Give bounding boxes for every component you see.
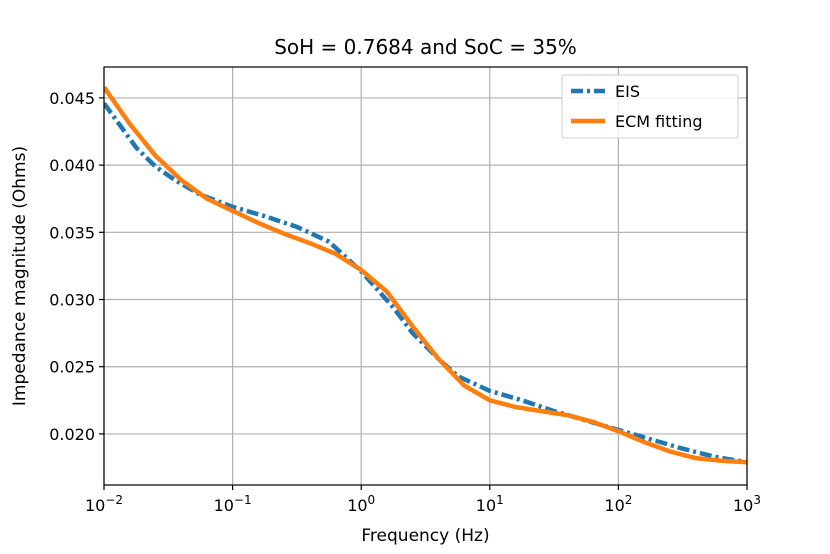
x-tick-base: 10 <box>733 496 753 515</box>
y-tick-label: 0.040 <box>49 156 95 175</box>
x-tick-exponent: 1 <box>496 493 504 507</box>
plot-frame <box>103 66 748 486</box>
x-tick-base: 10 <box>214 496 234 515</box>
y-tick-label: 0.045 <box>49 89 95 108</box>
y-axis-label: Impedance magnitude (Ohms) <box>10 146 30 406</box>
x-tick-base: 10 <box>85 496 105 515</box>
legend: EIS ECM fitting <box>561 74 739 139</box>
tick-layer: 10−2 10−1 100 101 102 1030.0200.0250.0300.035… <box>49 89 761 515</box>
x-tick-base: 10 <box>347 496 367 515</box>
series-layer <box>104 85 747 465</box>
x-tick-label: 101 <box>476 493 504 515</box>
x-tick-label: 103 <box>733 493 761 515</box>
x-tick-exponent: 2 <box>625 493 633 507</box>
x-tick-label: 102 <box>604 493 632 515</box>
x-tick-label: 100 <box>347 493 375 515</box>
x-tick-exponent: 3 <box>753 493 761 507</box>
x-tick-label: 10−1 <box>214 493 252 515</box>
y-tick-label: 0.020 <box>49 425 95 444</box>
y-tick-label: 0.035 <box>49 223 95 242</box>
y-tick-label: 0.025 <box>49 358 95 377</box>
x-tick-base: 10 <box>604 496 624 515</box>
chart-title: SoH = 0.7684 and SoC = 35% <box>274 35 577 59</box>
x-tick-exponent: 0 <box>368 493 376 507</box>
legend-box <box>561 74 739 139</box>
x-tick-base: 10 <box>476 496 496 515</box>
legend-ecm-label: ECM fitting <box>615 112 703 131</box>
x-axis-label: Frequency (Hz) <box>361 526 489 546</box>
legend-eis-label: EIS <box>615 82 640 101</box>
x-tick-label: 10−2 <box>85 493 123 515</box>
y-tick-label: 0.030 <box>49 291 95 310</box>
grid-layer <box>103 67 748 485</box>
series-ecm-fitting-line <box>104 85 747 465</box>
x-tick-exponent: −2 <box>105 493 123 507</box>
x-tick-exponent: −1 <box>234 493 252 507</box>
